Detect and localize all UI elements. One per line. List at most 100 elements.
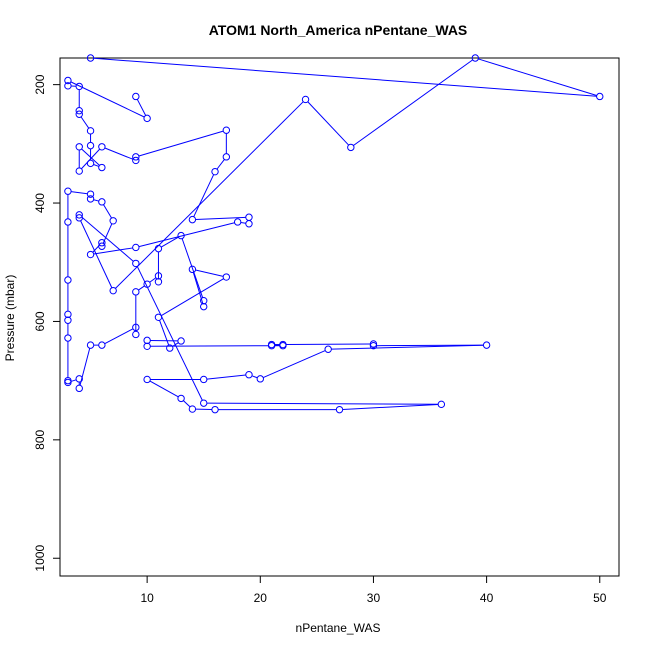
series-segment (104, 147, 134, 160)
data-point (166, 344, 174, 352)
data-point (267, 340, 276, 349)
data-point (132, 323, 140, 332)
series-segment (80, 116, 90, 129)
series-segment (160, 236, 179, 248)
series-segment (103, 204, 112, 219)
data-point (222, 126, 231, 134)
data-point (188, 265, 197, 274)
data-point (188, 405, 197, 413)
data-point (75, 110, 83, 118)
series-segment (104, 328, 134, 345)
data-point (64, 334, 72, 342)
data-point (132, 243, 140, 252)
data-point (222, 273, 231, 281)
data-point (279, 340, 287, 349)
data-point (75, 82, 83, 91)
series-segment (71, 191, 88, 195)
series-segment (195, 216, 246, 220)
data-point (437, 400, 446, 409)
data-point (98, 239, 106, 247)
series-segment (93, 199, 99, 202)
data-point (188, 215, 197, 224)
x-axis-label: nPentane_WAS (296, 621, 381, 635)
data-point (200, 399, 208, 407)
data-point (132, 153, 140, 161)
data-point (75, 384, 83, 393)
series-segment (206, 374, 246, 380)
series-segment (70, 81, 145, 118)
x-tick-label: 40 (480, 591, 494, 605)
data-point (98, 163, 106, 172)
y-tick-label: 200 (33, 74, 47, 94)
data-point (154, 244, 163, 253)
data-point (471, 54, 479, 62)
data-point (86, 127, 95, 135)
data-point (177, 337, 185, 345)
series-segment (195, 269, 224, 277)
data-point (324, 345, 332, 353)
x-tick-label: 10 (140, 591, 154, 605)
series-segment (240, 221, 246, 224)
series-segment (136, 266, 203, 401)
series-segment (353, 59, 473, 146)
x-tick-label: 50 (593, 591, 607, 605)
data-point (233, 218, 242, 226)
data-point (75, 167, 83, 175)
data-point (347, 143, 355, 152)
series-segment (138, 285, 145, 291)
series-segment (81, 216, 134, 262)
data-point (132, 288, 140, 296)
x-axis: 10 20 30 40 50 (140, 575, 607, 605)
series-segment (206, 402, 439, 405)
series-segment (93, 57, 597, 97)
data-point (177, 394, 185, 403)
data-point (132, 92, 140, 101)
data-point (369, 342, 378, 350)
data-point (132, 156, 140, 165)
data-point (86, 341, 95, 349)
data-point (245, 220, 253, 228)
x-tick-label: 30 (367, 591, 381, 605)
data-point (86, 195, 95, 203)
series-segment (93, 164, 100, 167)
data-point (211, 167, 219, 176)
data-point (75, 211, 83, 219)
series-segment (102, 223, 113, 244)
data-point (211, 405, 219, 414)
data-point (482, 341, 491, 349)
data-point (143, 342, 151, 350)
series-segment (263, 350, 326, 379)
data-point (177, 231, 185, 240)
x-tick-label: 20 (254, 591, 268, 605)
data-point (86, 141, 95, 150)
series-segment (251, 375, 258, 379)
series-segment (150, 345, 269, 347)
data-point (200, 302, 208, 311)
data-point (75, 106, 83, 115)
data-point (256, 375, 264, 383)
y-tick-label: 1000 (33, 545, 47, 572)
chart-title: ATOM1 North_America nPentane_WAS (209, 22, 468, 38)
data-point (98, 242, 106, 250)
series-segment (342, 403, 439, 410)
data-point (64, 316, 72, 324)
data-point (222, 153, 231, 161)
data-point (75, 214, 83, 222)
series-segment (331, 344, 484, 350)
data-point (200, 375, 208, 384)
series-segment (286, 343, 371, 346)
series-segment (478, 58, 597, 97)
y-tick-label: 800 (33, 430, 47, 450)
data-point (109, 286, 117, 295)
series-segment (183, 400, 191, 408)
series-segment (160, 278, 224, 317)
series-segment (138, 130, 224, 157)
y-axis: 200 400 600 800 1000 (33, 74, 60, 572)
data-point (245, 371, 253, 379)
series-segment (193, 174, 215, 217)
data-point (64, 276, 72, 284)
series-segment (181, 238, 204, 298)
series-segment (80, 220, 113, 288)
data-point (143, 114, 151, 123)
